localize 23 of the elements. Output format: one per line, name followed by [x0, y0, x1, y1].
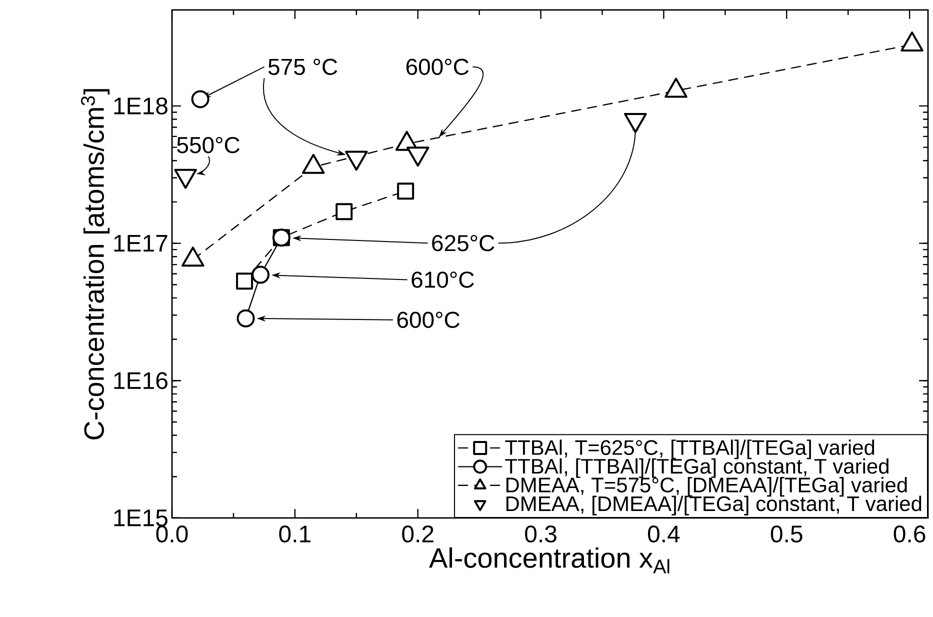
annotation: 600°C [406, 58, 469, 75]
x-tick-label: 0.6 [894, 526, 926, 542]
x-tick-label: 0.5 [770, 526, 802, 542]
legend-label: DMEAA, T=575°C, [DMEAA]/[TEGa] varied [506, 477, 907, 497]
annotation: 610°C [412, 272, 474, 288]
y-tick-label: 1E16 [114, 372, 168, 390]
legend-label: DMEAA, [DMEAA]/[TEGa] constant, T varied [506, 496, 922, 516]
x-axis-title: Al-concentration x$_{Al}$ [429, 547, 670, 574]
annotation: 550°C [177, 136, 240, 154]
y-tick-label: 1E18 [114, 97, 168, 114]
y-axis-title: C-concentration [atoms/cm$^{3}$] [81, 89, 110, 440]
x-tick-label: 0.4 [648, 526, 680, 542]
x-tick-label: 0.1 [279, 526, 310, 542]
legend-label: TTBAl, T=625°C, [TTBAl]/[TEGa] varied [505, 440, 874, 460]
x-tick-label: 0.0 [156, 526, 188, 542]
x-tick-label: 0.2 [402, 526, 434, 542]
x-tick-label: 0.3 [525, 526, 556, 542]
annotation: 625°C [432, 234, 494, 252]
legend-label: TTBAl, [TTBAl]/[TEGa] constant, T varied [505, 458, 888, 478]
annotation: 575 °C [268, 58, 338, 75]
y-tick-label: 1E17 [114, 235, 168, 252]
y-tick-label: 1E15 [114, 510, 168, 526]
annotation: 600°C [397, 312, 460, 328]
